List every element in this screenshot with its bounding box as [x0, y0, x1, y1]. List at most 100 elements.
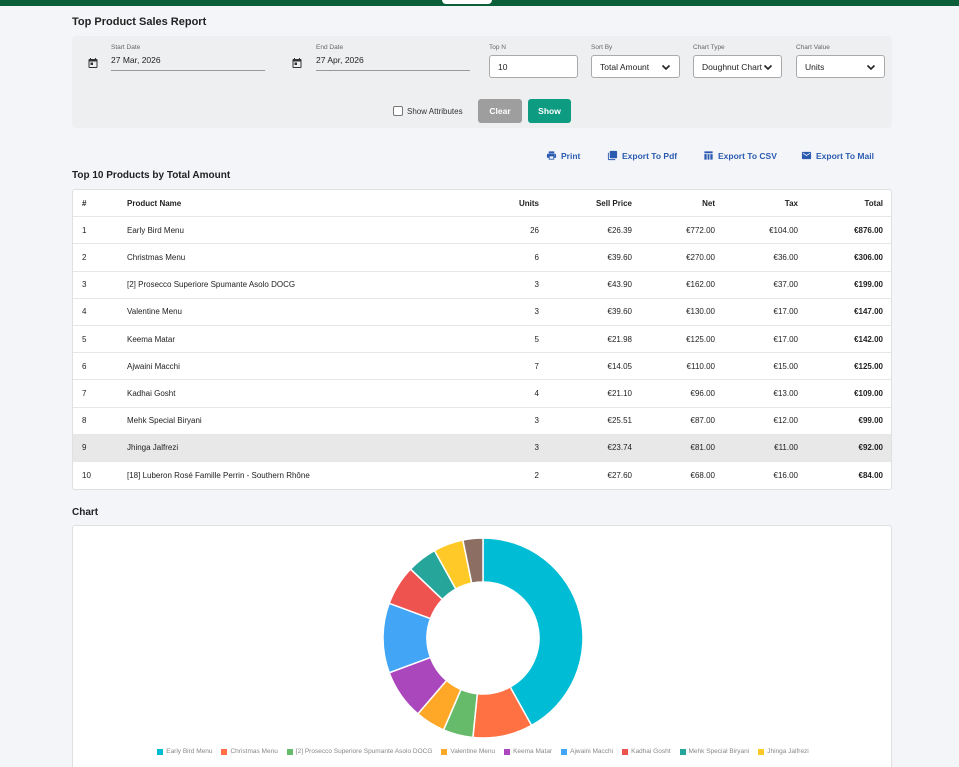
cell-sell-price: €14.05: [607, 361, 632, 371]
cell-index: 4: [82, 307, 87, 317]
header-product-name[interactable]: Product Name: [127, 198, 182, 208]
table-row[interactable]: 6 Ajwaini Macchi 7 €14.05 €110.00 €15.00 €125.…: [73, 353, 891, 381]
header-index: #: [82, 198, 87, 208]
cell-net: €81.00: [690, 443, 715, 453]
table-row[interactable]: 5 Keema Matar 5 €21.98 €125.00 €17.00 €142.00: [73, 326, 891, 354]
table-row[interactable]: 9 Jhinga Jalfrezi 3 €23.74 €81.00 €11.00 €92.0…: [73, 434, 891, 462]
chart-slice[interactable]: [461, 537, 484, 585]
show-button[interactable]: Show: [528, 99, 571, 123]
legend-item[interactable]: [2] Prosecco Superiore Spumante Asolo DO…: [286, 748, 432, 755]
end-date-field[interactable]: End Date 27 Apr, 2026: [316, 44, 470, 71]
print-button[interactable]: Print: [546, 150, 580, 161]
topn-value: 10: [498, 61, 508, 72]
end-date-label: End Date: [316, 44, 344, 51]
chart-value-value: Units: [805, 61, 825, 72]
cell-sell-price: €27.60: [607, 470, 632, 480]
cell-units: 5: [534, 334, 539, 344]
legend-swatch: [504, 748, 511, 755]
cell-product-name: Ajwaini Macchi: [127, 361, 180, 371]
table-row[interactable]: 8 Mehk Special Biryani 3 €25.51 €87.00 €12.00…: [73, 408, 891, 435]
chart-value-field: Chart Value Units: [796, 44, 885, 78]
legend-item[interactable]: Kadhai Gosht: [622, 748, 671, 755]
legend-swatch: [561, 748, 568, 755]
chart-value-select[interactable]: Units: [796, 55, 885, 78]
calendar-icon[interactable]: [87, 57, 99, 69]
chart-type-label: Chart Type: [693, 44, 725, 51]
cell-sell-price: €23.74: [607, 443, 632, 453]
cell-product-name: Keema Matar: [127, 334, 176, 344]
table-row[interactable]: 3 [2] Prosecco Superiore Spumante Asolo D…: [73, 272, 891, 299]
cell-index: 1: [82, 225, 87, 235]
start-date-label: Start Date: [111, 44, 141, 51]
sort-by-select[interactable]: Total Amount: [591, 55, 680, 78]
start-date-field[interactable]: Start Date 27 Mar, 2026: [111, 44, 265, 71]
legend-item[interactable]: Valentine Menu: [441, 748, 495, 755]
chevron-down-icon: [866, 64, 876, 70]
legend-item[interactable]: Mehk Special Biryani: [679, 748, 749, 755]
cell-tax: €37.00: [773, 280, 798, 290]
cell-index: 3: [82, 280, 87, 290]
legend-swatch: [758, 748, 765, 755]
header-tax[interactable]: Tax: [784, 198, 798, 208]
cell-product-name: Early Bird Menu: [127, 225, 184, 235]
legend-item[interactable]: Early Bird Menu: [157, 748, 212, 755]
table-header-row: # Product Name Units Sell Price Net Tax …: [73, 190, 891, 218]
clear-button[interactable]: Clear: [478, 99, 522, 123]
end-date-value[interactable]: 27 Apr, 2026: [316, 55, 470, 71]
cell-total: €109.00: [854, 388, 883, 398]
cell-total: €306.00: [854, 252, 883, 262]
table-title: Top 10 Products by Total Amount: [72, 170, 231, 181]
export-pdf-button[interactable]: Export To Pdf: [607, 150, 677, 161]
header-net[interactable]: Net: [702, 198, 715, 208]
table-row[interactable]: 2 Christmas Menu 6 €39.60 €270.00 €36.00 €306.…: [73, 244, 891, 272]
chart-title: Chart: [72, 507, 99, 518]
legend-item[interactable]: Keema Matar: [504, 748, 552, 755]
chart-slice[interactable]: [482, 537, 584, 727]
show-attributes-toggle[interactable]: Show Attributes: [393, 106, 463, 116]
sort-by-value: Total Amount: [600, 61, 650, 72]
cell-product-name: Mehk Special Biryani: [127, 416, 202, 426]
print-label: Print: [561, 150, 581, 161]
cell-index: 9: [82, 443, 87, 453]
cell-product-name: [18] Luberon Rosé Famille Perrin - South…: [127, 470, 310, 480]
legend-swatch: [157, 748, 164, 755]
header-sell-price[interactable]: Sell Price: [595, 198, 632, 208]
cell-tax: €11.00: [774, 443, 798, 453]
cell-sell-price: €26.39: [607, 225, 632, 235]
filter-panel: Start Date 27 Mar, 2026 End Date 27 Apr,…: [72, 36, 892, 128]
cell-units: 26: [530, 225, 539, 235]
legend-item[interactable]: Christmas Menu: [221, 748, 278, 755]
cell-net: €96.00: [690, 388, 715, 398]
header-total[interactable]: Total: [864, 198, 883, 208]
cell-total: €125.00: [854, 361, 883, 371]
legend-swatch: [221, 748, 228, 755]
topn-input[interactable]: 10: [489, 55, 578, 78]
table-row[interactable]: 7 Kadhai Gosht 4 €21.10 €96.00 €13.00 €109.00: [73, 380, 891, 408]
header-units[interactable]: Units: [519, 198, 539, 208]
cell-units: 3: [534, 443, 539, 453]
cell-sell-price: €25.51: [607, 416, 632, 426]
chart-type-select[interactable]: Doughnut Chart: [693, 55, 782, 78]
table-row[interactable]: 10 [18] Luberon Rosé Famille Perrin - Sou…: [73, 462, 891, 489]
calendar-icon[interactable]: [291, 57, 303, 69]
doughnut-chart: [382, 537, 584, 739]
cell-total: €199.00: [854, 280, 883, 290]
legend-item[interactable]: Jhinga Jalfrezi: [758, 748, 809, 755]
cell-tax: €12.00: [773, 416, 798, 426]
export-mail-button[interactable]: Export To Mail: [801, 150, 874, 161]
cell-tax: €104.00: [769, 225, 798, 235]
table-row[interactable]: 4 Valentine Menu 3 €39.60 €130.00 €17.00 €147.…: [73, 299, 891, 326]
legend-item[interactable]: Ajwaini Macchi: [561, 748, 613, 755]
cell-index: 5: [82, 334, 87, 344]
start-date-value[interactable]: 27 Mar, 2026: [111, 55, 265, 71]
cell-units: 3: [534, 416, 539, 426]
cell-product-name: Valentine Menu: [127, 307, 182, 317]
show-attributes-checkbox[interactable]: [393, 106, 403, 116]
legend-label: Early Bird Menu: [166, 748, 213, 755]
export-csv-button[interactable]: Export To CSV: [703, 150, 777, 161]
cell-sell-price: €39.60: [607, 252, 632, 262]
cell-tax: €15.00: [773, 361, 798, 371]
cell-net: €130.00: [686, 307, 715, 317]
cell-product-name: Kadhai Gosht: [127, 388, 176, 398]
table-row[interactable]: 1 Early Bird Menu 26 €26.39 €772.00 €104.00 €8…: [73, 217, 891, 245]
